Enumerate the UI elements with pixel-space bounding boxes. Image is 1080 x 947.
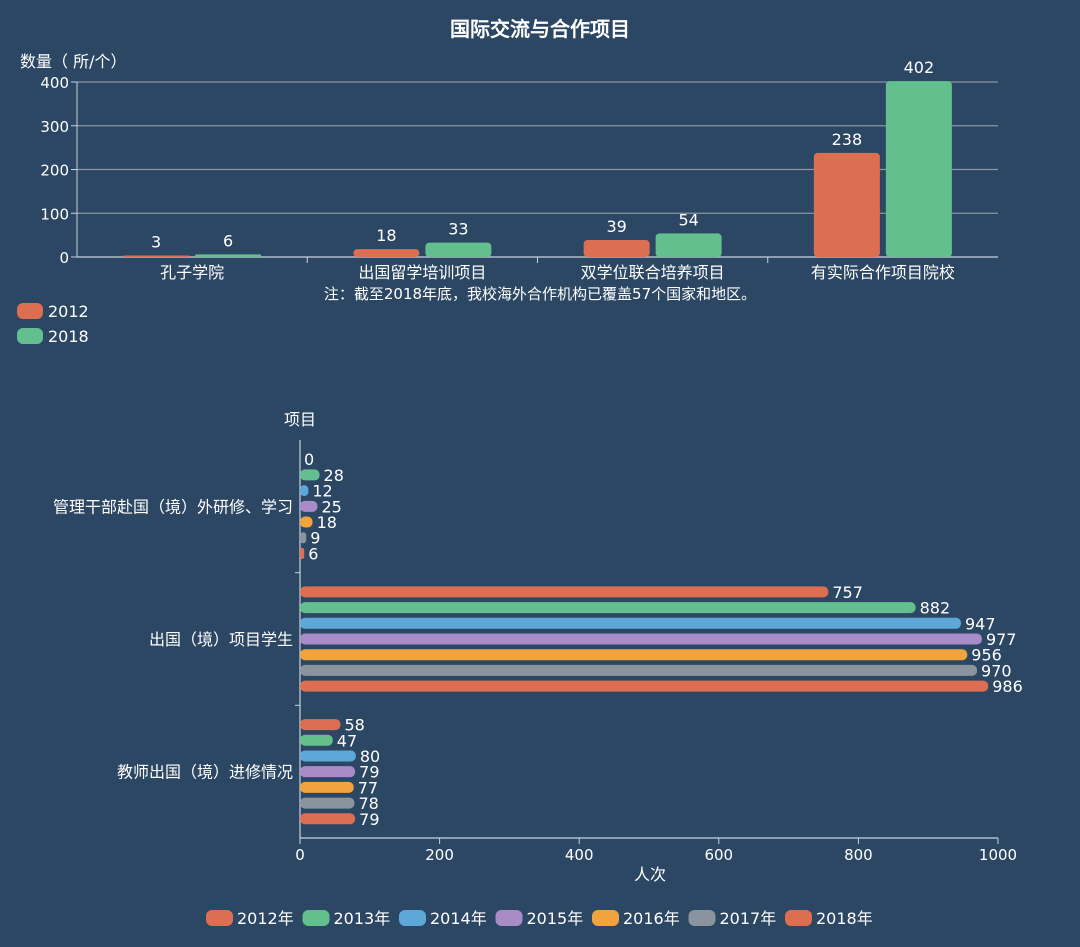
chart2-bar-2016年: [300, 649, 967, 660]
chart2-bar-2017年: [300, 532, 306, 543]
chart2-bar-2013年: [300, 602, 916, 613]
chart2-bar-2014年: [300, 618, 961, 629]
chart1-bar-2018: [886, 81, 952, 257]
chart2-legend-swatch: [399, 910, 426, 926]
chart1-x-tick-label: 出国留学培训项目: [358, 263, 486, 282]
chart2-data-label: 79: [359, 810, 379, 829]
chart2-bar-2017年: [300, 798, 354, 809]
chart2-y-tick-label: 出国（境）项目学生: [149, 630, 293, 649]
chart2-bar-2014年: [300, 485, 308, 496]
chart2-legend-label: 2012年: [237, 909, 294, 928]
chart1-note: 注：截至2018年底，我校海外合作机构已覆盖57个国家和地区。: [324, 285, 756, 303]
chart2-data-label: 882: [920, 599, 951, 618]
chart1-legend-swatch: [17, 303, 43, 319]
chart1-title: 国际交流与合作项目: [450, 17, 630, 41]
chart2-x-tick-label: 200: [425, 846, 454, 864]
chart2-data-label: 0: [304, 450, 314, 469]
chart1-y-axis-label: 数量（ 所/个）: [20, 52, 126, 71]
chart2-x-tick-label: 400: [565, 846, 594, 864]
chart1-legend-label: 2018: [48, 327, 89, 346]
chart2-bar-2015年: [300, 766, 355, 777]
chart1-data-label: 3: [151, 233, 161, 252]
chart1-bar-2018: [195, 254, 261, 257]
chart2-legend-swatch: [689, 910, 716, 926]
chart1-y-tick-label: 400: [40, 74, 69, 92]
chart2-bar-2018年: [300, 681, 988, 692]
chart1-y-tick-label: 100: [40, 205, 69, 223]
chart1-data-label: 6: [223, 231, 233, 250]
chart2-legend-swatch: [592, 910, 619, 926]
chart2-data-label: 757: [832, 583, 863, 602]
chart2-y-tick-label: 管理干部赴国（境）外研修、学习: [53, 497, 293, 516]
chart1-data-label: 39: [606, 217, 626, 236]
chart2-x-tick-label: 1000: [979, 846, 1017, 864]
chart2-y-tick-label: 教师出国（境）进修情况: [117, 763, 293, 782]
chart2-x-tick-label: 800: [844, 846, 873, 864]
chart2-x-tick-label: 0: [295, 846, 305, 864]
chart2-legend-label: 2017年: [720, 909, 777, 928]
chart1-y-tick-label: 0: [59, 249, 69, 267]
chart2-bar-2018年: [300, 548, 304, 559]
chart1-x-tick-label: 有实际合作项目院校: [811, 263, 955, 282]
chart2-data-label: 986: [992, 677, 1023, 696]
chart1-bar-2018: [425, 243, 491, 257]
chart2-bar-2017年: [300, 665, 977, 676]
chart2-legend-swatch: [303, 910, 330, 926]
chart2-legend-swatch: [206, 910, 233, 926]
chart1-legend-swatch: [17, 328, 43, 344]
chart2-bar-2016年: [300, 517, 313, 528]
chart1-data-label: 238: [832, 130, 863, 149]
chart2-bar-2012年: [300, 586, 828, 597]
chart1-data-label: 54: [678, 210, 698, 229]
chart1-bar-2018: [656, 233, 722, 257]
chart1-data-label: 18: [376, 226, 396, 245]
chart1-bar-2012: [814, 153, 880, 257]
chart1-bar-2012: [123, 256, 189, 258]
chart2-bar-2014年: [300, 750, 356, 761]
chart2-x-axis-label: 人次: [634, 865, 666, 884]
chart2-x-tick-label: 600: [704, 846, 733, 864]
chart2-bar-2013年: [300, 735, 333, 746]
chart1-legend-label: 2012: [48, 302, 89, 321]
chart2-legend-label: 2015年: [527, 909, 584, 928]
chart2-bar-2013年: [300, 469, 320, 480]
chart2-data-label: 47: [337, 731, 357, 750]
chart2-legend-label: 2014年: [430, 909, 487, 928]
chart1-data-label: 33: [448, 220, 468, 239]
chart1-bar-2012: [584, 240, 650, 257]
chart2-bar-2015年: [300, 501, 317, 512]
chart2-bar-2012年: [300, 719, 340, 730]
chart2-data-label: 6: [308, 544, 318, 563]
chart2-legend-swatch: [496, 910, 523, 926]
chart1-x-tick-label: 双学位联合培养项目: [581, 263, 725, 282]
chart1-x-tick-label: 孔子学院: [160, 263, 224, 282]
chart2-bar-2016年: [300, 782, 354, 793]
chart1-y-tick-label: 200: [40, 162, 69, 180]
chart2-legend-label: 2013年: [334, 909, 391, 928]
chart2-bar-2015年: [300, 634, 982, 645]
chart2-legend-label: 2018年: [816, 909, 873, 928]
chart2-legend-label: 2016年: [623, 909, 680, 928]
chart1-data-label: 402: [904, 58, 935, 77]
chart2-legend-swatch: [785, 910, 812, 926]
chart2-bar-2018年: [300, 813, 355, 824]
chart1-y-tick-label: 300: [40, 118, 69, 136]
chart2-y-axis-label: 项目: [284, 410, 316, 429]
chart1-bar-2012: [353, 249, 419, 257]
